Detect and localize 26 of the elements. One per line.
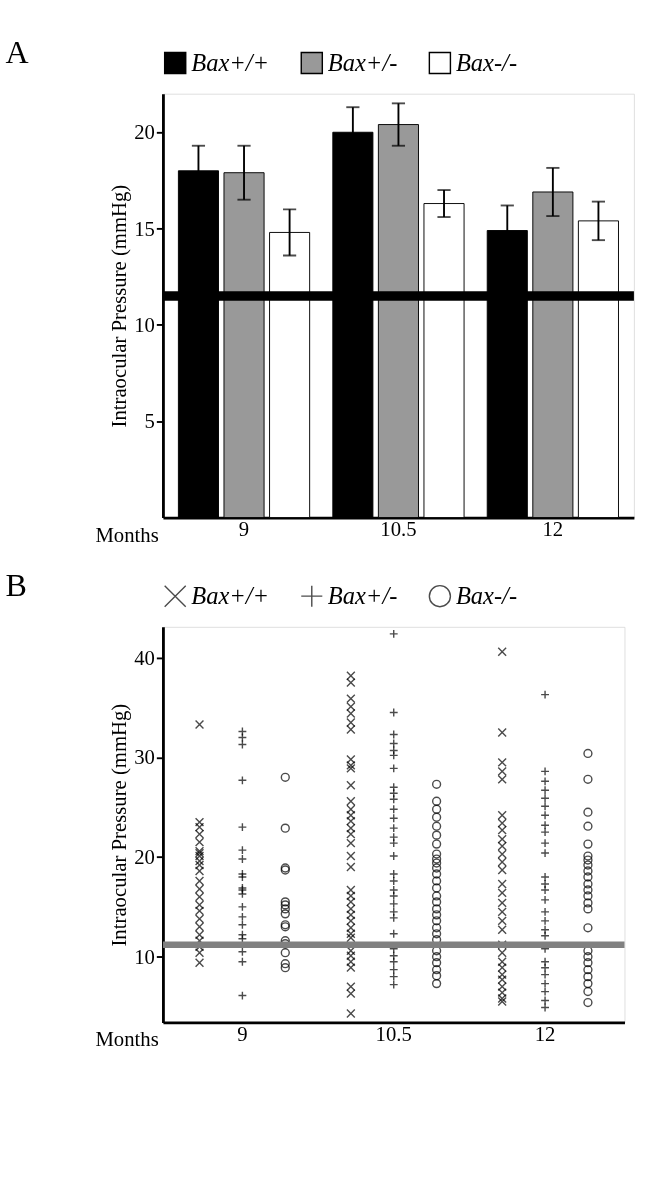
- x-tick-label: 10.5: [375, 1022, 412, 1045]
- legend-label: Bax+/-: [327, 581, 398, 609]
- y-tick-label: 15: [134, 217, 155, 240]
- y-tick-label: 10: [134, 945, 155, 968]
- legend-label: Bax-/-: [455, 581, 518, 609]
- x-tick-label: 9: [237, 1022, 248, 1045]
- legend-label: Bax-/-: [455, 48, 518, 76]
- chart-title: A: [5, 33, 29, 70]
- x-tick-label: 12: [542, 517, 564, 540]
- legend-label: Bax+/-: [327, 48, 398, 76]
- x-axis-title: Months: [95, 1028, 159, 1051]
- y-tick-label: 5: [144, 410, 155, 433]
- y-tick-label: 30: [134, 746, 155, 769]
- x-tick-label: 12: [534, 1022, 556, 1045]
- y-axis-title: Intraocular Pressure (mmHg): [107, 703, 131, 947]
- y-tick-label: 40: [134, 646, 155, 669]
- chart-title: B: [5, 566, 27, 603]
- y-tick-label: 20: [134, 121, 155, 144]
- legend-label: Bax+/+: [191, 48, 270, 76]
- y-tick-label: 20: [134, 846, 155, 869]
- y-tick-label: 10: [134, 313, 155, 336]
- y-axis-title: Intraocular Pressure (mmHg): [107, 184, 131, 428]
- x-tick-label: 10.5: [380, 517, 417, 540]
- legend-label: Bax+/+: [191, 581, 270, 609]
- x-tick-label: 9: [238, 517, 250, 540]
- x-axis-title: Months: [95, 523, 159, 546]
